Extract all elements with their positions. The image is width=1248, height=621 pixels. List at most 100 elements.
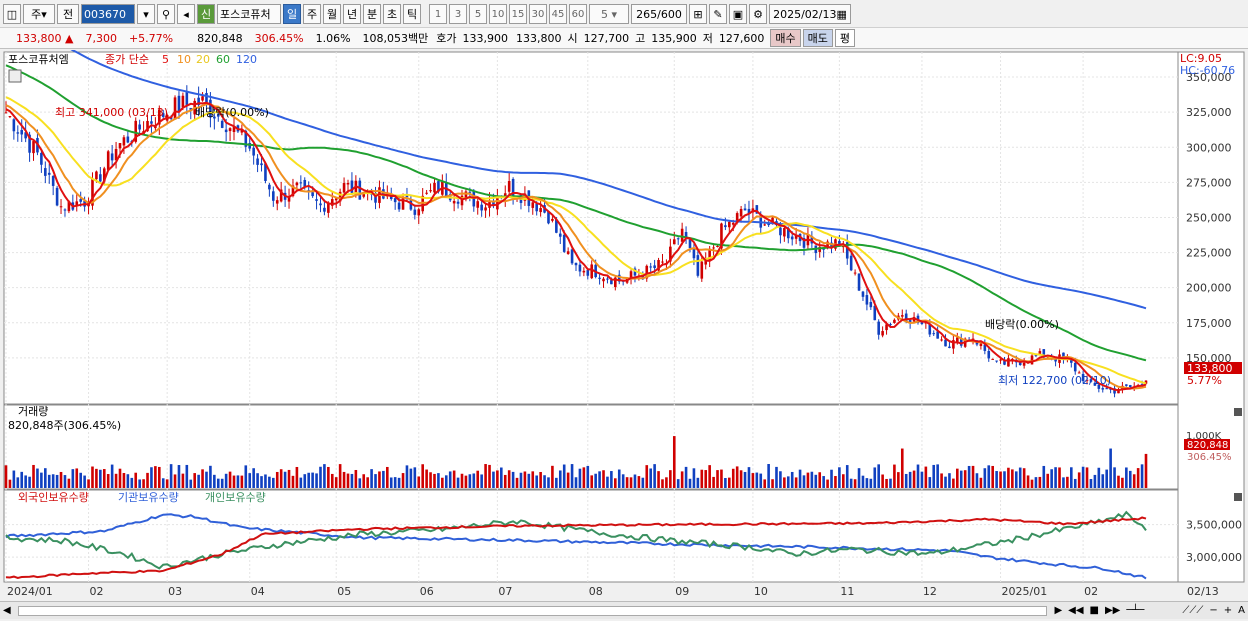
zoom-slider[interactable]: ─┴─	[1126, 605, 1145, 616]
candle-body	[173, 97, 177, 120]
chevron-down-icon: ▾	[611, 7, 618, 21]
draw-tool-icon[interactable]: ✎	[709, 4, 727, 24]
tab-month[interactable]: 월	[323, 4, 341, 24]
prev-button[interactable]: 전	[57, 4, 79, 24]
close-icon[interactable]	[1234, 408, 1242, 416]
volume-bar	[244, 465, 248, 488]
chevron-down-icon[interactable]: ▾	[137, 4, 155, 24]
minute-10[interactable]: 10	[489, 4, 507, 24]
volume-bars	[4, 436, 1148, 488]
candle-body	[99, 174, 102, 182]
volume-bar	[177, 465, 181, 488]
scroll-track[interactable]	[17, 605, 1048, 616]
volume-bar	[983, 468, 987, 488]
tab-second[interactable]: 초	[383, 4, 401, 24]
candle-body	[952, 340, 955, 349]
candle-body	[1097, 384, 1101, 389]
sell-button[interactable]: 매도	[802, 29, 833, 47]
candle-body	[232, 126, 236, 132]
save-icon[interactable]: ▣	[729, 4, 747, 24]
chart-area[interactable]: 350,000 325,000 300,000 275,000 250,000 225,0…	[0, 50, 1248, 602]
volume-bar	[12, 470, 16, 488]
date-field[interactable]: 2025/02/13 ▦	[769, 4, 851, 24]
candle-body	[944, 339, 947, 347]
minute-45[interactable]: 45	[549, 4, 567, 24]
draw-tools-icon[interactable]: ⟋⟋⟋	[1182, 605, 1204, 616]
range-field[interactable]: 265/600	[631, 4, 687, 24]
gear-icon[interactable]: ⚙	[749, 4, 767, 24]
close-icon[interactable]	[1234, 493, 1242, 501]
tab-tick[interactable]: 틱	[403, 4, 421, 24]
volume-bar	[213, 474, 216, 488]
candle-body	[20, 129, 24, 135]
zoom-out-icon[interactable]: −	[1209, 605, 1218, 616]
candle-body	[873, 305, 877, 321]
market-select[interactable]: 주 ▾	[23, 4, 55, 24]
volume-last-pct: 306.45%	[1187, 452, 1232, 463]
ma-lines	[5, 50, 1147, 392]
volume-bar	[437, 473, 440, 488]
turnover-value: 1.06%	[315, 31, 351, 45]
forward-icon[interactable]: ▶▶	[1104, 605, 1121, 616]
font-icon[interactable]: A	[1238, 605, 1245, 616]
volume-bar	[405, 465, 409, 488]
stop-icon[interactable]: ■	[1089, 605, 1099, 616]
volume-bar	[1022, 468, 1026, 488]
stock-code-input[interactable]: 003670	[81, 4, 135, 24]
tab-week[interactable]: 주	[303, 4, 321, 24]
volume-bar	[448, 471, 452, 488]
legend-inst: 기관보유수량	[118, 491, 179, 504]
volume-bar	[272, 477, 275, 488]
candle-body	[429, 190, 432, 192]
minute-15[interactable]: 15	[509, 4, 527, 24]
minute-3[interactable]: 3	[449, 4, 467, 24]
speaker-icon[interactable]: ◂	[177, 4, 195, 24]
zoom-in-icon[interactable]: +	[1223, 605, 1233, 616]
volume-bar	[161, 478, 165, 488]
volume-bar	[574, 477, 578, 488]
volume-bar	[877, 464, 880, 488]
table-icon[interactable]	[8, 69, 22, 83]
scrollbar[interactable]: ◀ ▶ ◀◀ ■ ▶▶ ─┴─ ⟋⟋⟋ − + A	[0, 601, 1248, 619]
candle-body	[547, 211, 550, 224]
x-axis-label: 09	[675, 585, 689, 598]
volume-bar	[614, 478, 617, 488]
tab-minute[interactable]: 분	[363, 4, 381, 24]
volume-bar	[386, 466, 389, 488]
scroll-left-icon[interactable]: ◀	[3, 605, 11, 616]
minute-60[interactable]: 60	[569, 4, 587, 24]
minute-5[interactable]: 5	[469, 4, 487, 24]
eval-button[interactable]: 평	[834, 29, 856, 47]
volume-bar	[287, 469, 291, 488]
volume-bar	[971, 465, 975, 488]
volume-bar	[1081, 466, 1085, 488]
volume-bar	[201, 469, 204, 488]
play-icon[interactable]: ▶	[1054, 605, 1063, 616]
minute-1[interactable]: 1	[429, 4, 447, 24]
search-icon[interactable]: ⚲	[157, 4, 175, 24]
volume-bar	[248, 473, 252, 488]
window-icon[interactable]: ◫	[3, 4, 21, 24]
candle-body	[893, 319, 896, 323]
candle-body	[1054, 358, 1057, 362]
volume-bar	[122, 473, 126, 488]
volume-bar	[633, 474, 637, 488]
volume-bar	[1038, 476, 1042, 488]
candle-body	[150, 121, 153, 124]
open-price: 127,700	[583, 31, 630, 45]
volume-bar	[256, 473, 259, 488]
rewind-icon[interactable]: ◀◀	[1068, 605, 1084, 616]
buy-button[interactable]: 매수	[770, 29, 801, 47]
volume-bar	[1007, 467, 1010, 488]
count-select[interactable]: 5 ▾	[589, 4, 629, 24]
chart-type-icon[interactable]: ⊞	[689, 4, 707, 24]
x-axis-label: 2024/01	[7, 585, 53, 598]
candle-body	[437, 181, 440, 192]
minute-30[interactable]: 30	[529, 4, 547, 24]
volume-bar	[99, 469, 102, 488]
hoga-label: 호가	[436, 32, 457, 45]
tab-day[interactable]: 일	[283, 4, 301, 24]
tab-year[interactable]: 년	[343, 4, 361, 24]
volume-bar	[987, 465, 991, 488]
legend-ma10: 10	[177, 53, 191, 66]
